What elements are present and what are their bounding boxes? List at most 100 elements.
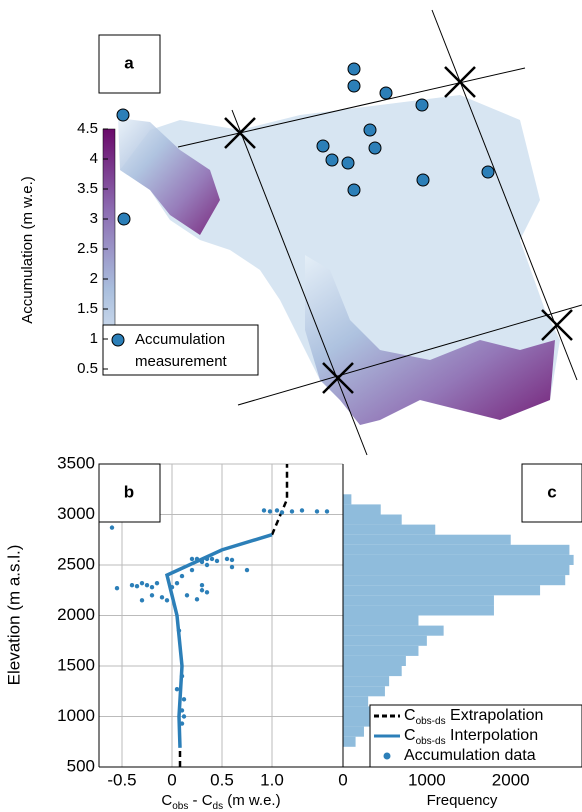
map: a Accumulation (m w.e.) Accumulation mea…	[19, 9, 582, 456]
colorbar-tick-label: 3.5	[77, 180, 98, 197]
bar	[343, 565, 570, 576]
x-axis-label: C	[161, 792, 172, 809]
bar	[343, 494, 352, 505]
x-tick-label: -0.5	[107, 770, 136, 789]
measurement-point	[415, 98, 429, 112]
bar	[343, 615, 419, 626]
measurement-point	[363, 123, 377, 137]
bar	[343, 554, 574, 565]
legend-marker	[111, 333, 125, 347]
data-point	[314, 509, 320, 514]
measurement-point	[416, 173, 430, 187]
x-tick-label: 1000	[408, 770, 446, 789]
data-point	[299, 508, 305, 513]
data-point	[176, 628, 182, 633]
corner-marks	[224, 66, 573, 394]
data-point	[274, 508, 280, 513]
data-point	[199, 559, 205, 565]
data-point	[199, 588, 205, 593]
measurement-point	[379, 86, 393, 100]
measurement-point	[341, 156, 355, 170]
glacier	[120, 95, 560, 425]
legend-label: C	[404, 727, 416, 744]
data-point	[174, 687, 180, 692]
data-point	[204, 590, 210, 595]
bar	[343, 666, 402, 677]
colorbar-tick-label: 4.5	[77, 120, 98, 137]
x-tick-label: 0	[338, 770, 347, 789]
legend-label: Interpolation	[446, 727, 539, 744]
x-axis-label: Frequency	[427, 792, 498, 809]
bar	[343, 625, 444, 636]
data-point	[184, 593, 190, 598]
y-tick-label: 1000	[57, 706, 95, 725]
data-point	[279, 510, 285, 515]
data-point	[204, 562, 210, 568]
legend-label: obs-ds	[416, 716, 446, 727]
y-tick-label: 500	[67, 756, 95, 775]
data-point	[209, 556, 215, 562]
bar	[343, 655, 406, 666]
colorbar-tick-label: 2.5	[77, 240, 98, 257]
data-point	[179, 673, 185, 679]
data-point	[164, 598, 170, 603]
colorbar-tick-label: 2	[90, 270, 98, 287]
y-tick-label: 3000	[57, 504, 95, 523]
colorbar-tick-label: 0.5	[77, 360, 98, 377]
data-point	[129, 583, 135, 588]
legend-label: measurement	[135, 353, 228, 370]
data-point	[139, 598, 145, 603]
measurement-point	[347, 183, 361, 197]
data-point	[179, 573, 185, 579]
measurement-point	[347, 79, 361, 93]
data-point	[154, 580, 160, 586]
bar	[343, 585, 541, 596]
bar	[343, 635, 427, 646]
legend-label: Accumulation	[135, 331, 225, 348]
y-tick-label: 2500	[57, 554, 95, 573]
panel-label-box	[98, 34, 161, 94]
x-tick-label: 1.0	[260, 770, 284, 789]
colorbar-tick-label: 1.5	[77, 300, 98, 317]
bar	[343, 514, 402, 525]
data-point	[174, 580, 180, 586]
colorbar-tick-label: 3	[90, 210, 98, 227]
bar	[343, 534, 511, 545]
data-point	[144, 583, 150, 588]
panel-label: a	[124, 53, 134, 72]
data-point	[114, 586, 120, 591]
legend-label: obs-ds	[416, 736, 446, 747]
y-tick-label: 1500	[57, 655, 95, 674]
measurement-point	[316, 139, 330, 153]
data-point	[149, 585, 155, 590]
colorbar-tick-label: 1	[90, 330, 98, 347]
glacier-high	[305, 255, 555, 425]
bar	[343, 696, 369, 707]
bar	[343, 524, 436, 535]
data-point	[244, 567, 250, 573]
series-line	[178, 464, 289, 767]
panel-label-box	[521, 463, 582, 523]
measurement-point	[481, 165, 495, 179]
data-point	[169, 585, 175, 590]
bar	[343, 676, 390, 687]
bar	[343, 575, 566, 586]
data-point	[179, 708, 185, 713]
data-point	[189, 567, 195, 573]
data-point	[199, 583, 205, 588]
glacier-high	[118, 118, 220, 235]
bar	[343, 726, 364, 737]
bar	[343, 736, 356, 747]
legend-label: Cobs-ds Extrapolation	[404, 707, 543, 727]
panel-label: b	[124, 482, 134, 501]
data-point	[229, 557, 235, 563]
data-point	[139, 580, 145, 586]
data-point	[189, 556, 195, 562]
data-point	[159, 595, 165, 600]
bar	[343, 595, 494, 606]
bar	[343, 504, 381, 515]
charts: b c Elevation (m a.s.l.) Cobs - Cds (m w…	[4, 463, 582, 812]
bar	[343, 686, 385, 697]
data-point	[149, 593, 155, 598]
measurement-point	[117, 212, 131, 226]
